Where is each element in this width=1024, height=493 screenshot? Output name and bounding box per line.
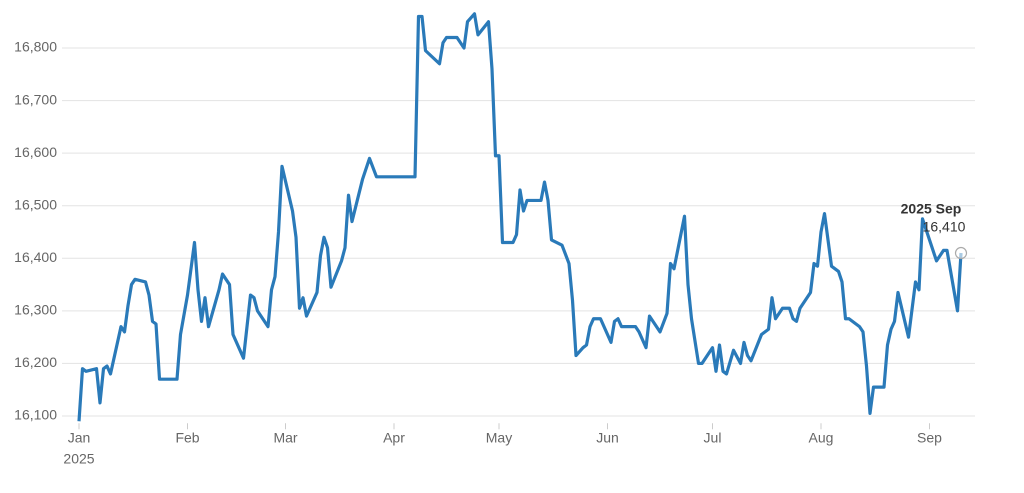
y-tick-label: 16,100 — [14, 407, 57, 423]
y-tick-label: 16,500 — [14, 196, 57, 212]
annotation-marker — [954, 246, 968, 260]
y-tick-label: 16,700 — [14, 91, 57, 107]
x-tick-label: Jan — [68, 430, 91, 446]
y-tick-label: 16,800 — [14, 39, 57, 55]
x-tick-label: Jun — [596, 430, 619, 446]
annotation-value: 16,410 — [923, 219, 966, 235]
y-tick-label: 16,200 — [14, 354, 57, 370]
x-tick-label: Apr — [383, 430, 405, 446]
y-tick-label: 16,300 — [14, 302, 57, 318]
y-tick-label: 16,600 — [14, 144, 57, 160]
x-year-label: 2025 — [63, 451, 94, 467]
annotation-label: 2025 Sep — [901, 201, 962, 217]
line — [77, 12, 963, 422]
x-tick-label: Aug — [809, 430, 834, 446]
x-tick-label: Feb — [175, 430, 199, 446]
x-tick-label: May — [486, 430, 512, 446]
y-tick-label: 16,400 — [14, 249, 57, 265]
x-tick-label: Mar — [273, 430, 297, 446]
x-tick-label: Jul — [704, 430, 722, 446]
x-tick-label: Sep — [917, 430, 942, 446]
